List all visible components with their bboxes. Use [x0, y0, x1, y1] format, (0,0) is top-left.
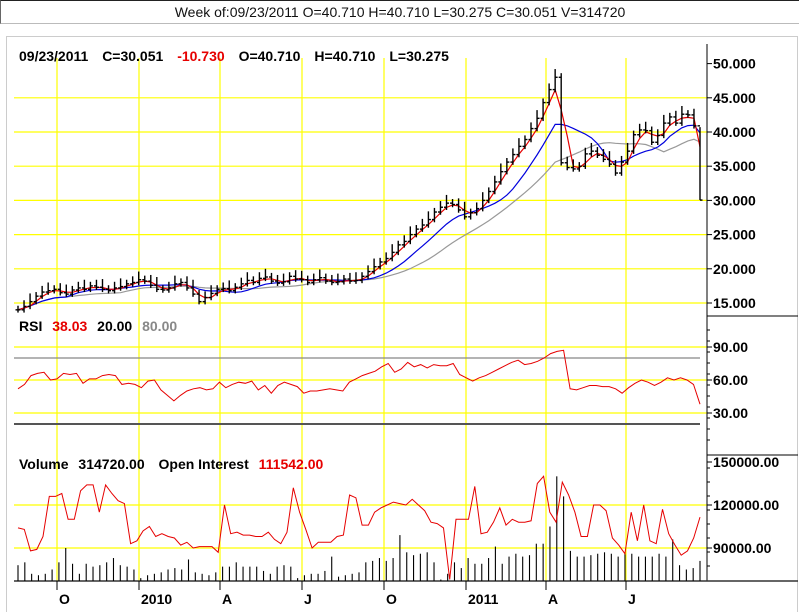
- axis-tick-label: 50.000: [713, 56, 756, 72]
- x-tick-label: O: [386, 591, 397, 607]
- rsi-header: RSI 38.03 20.00 80.00: [19, 318, 187, 334]
- axis-tick-label: 25.000: [713, 227, 756, 243]
- axis-tick-label: 45.000: [713, 90, 756, 106]
- price-change: -10.730: [177, 48, 225, 64]
- rsi-lower-level: 20.00: [97, 318, 133, 334]
- ma-fast-line: [17, 88, 701, 311]
- axis-tick-label: 90000.00: [713, 540, 772, 556]
- x-tick-label: O: [59, 591, 70, 607]
- price-close: C=30.051: [102, 48, 164, 64]
- open-interest-label: Open Interest: [158, 456, 249, 472]
- axis-tick-label: 15.000: [713, 295, 756, 311]
- x-tick-label: 2011: [468, 591, 499, 607]
- rsi-label: RSI: [19, 318, 43, 334]
- price-low: L=30.275: [389, 48, 449, 64]
- x-tick-label: A: [222, 591, 232, 607]
- axis-tick-label: 40.000: [713, 124, 756, 140]
- axis-tick-label: 30.000: [713, 192, 756, 208]
- price-high: H=40.710: [314, 48, 376, 64]
- rsi-line: [17, 349, 701, 405]
- volume-label: Volume: [19, 456, 69, 472]
- x-tick-label: J: [628, 591, 636, 607]
- open-interest-line: [17, 475, 701, 580]
- axis-tick-label: 60.00: [713, 372, 748, 388]
- week-summary-bar: Week of:09/23/2011 O=40.710 H=40.710 L=3…: [0, 0, 799, 24]
- axis-tick-label: 20.000: [713, 261, 756, 277]
- x-tick-label: 2010: [141, 591, 172, 607]
- axis-tick-label: 30.00: [713, 405, 748, 421]
- volume-header: Volume 314720.00 Open Interest 111542.00: [19, 456, 333, 472]
- open-interest-value: 111542.00: [258, 456, 324, 472]
- rsi-value: 38.03: [52, 318, 88, 334]
- rsi-upper-level: 80.00: [142, 318, 178, 334]
- price-open: O=40.710: [238, 48, 301, 64]
- axis-tick-label: 150000.00: [713, 454, 779, 470]
- axis-tick-label: 120000.00: [713, 497, 779, 513]
- axis-tick-label: 35.000: [713, 158, 756, 174]
- price-date: 09/23/2011: [19, 48, 89, 64]
- x-tick-label: J: [304, 591, 312, 607]
- volume-value: 314720.00: [78, 456, 145, 472]
- axis-tick-label: 90.00: [713, 339, 748, 355]
- x-tick-label: A: [548, 591, 558, 607]
- price-header: 09/23/2011 C=30.051 -10.730 O=40.710 H=4…: [19, 48, 459, 64]
